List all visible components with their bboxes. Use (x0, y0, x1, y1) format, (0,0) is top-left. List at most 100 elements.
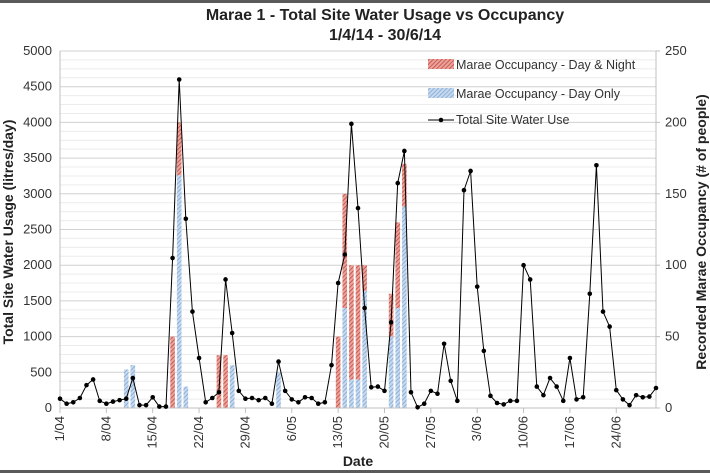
x-tick-label: 22/04 (191, 416, 206, 449)
bar-day-night (335, 336, 341, 408)
water-use-point (488, 393, 493, 399)
water-use-point (309, 395, 314, 401)
water-use-point (110, 399, 116, 404)
legend-line-marker (438, 117, 444, 123)
legend-swatch-day-only (428, 88, 454, 98)
water-use-point (368, 384, 374, 390)
water-use-point (289, 397, 295, 402)
y2-tick-label: 50 (665, 329, 679, 344)
water-use-point (428, 388, 434, 394)
water-use-point (514, 398, 520, 404)
x-tick-label: 6/05 (284, 416, 299, 441)
water-use-point (362, 305, 367, 311)
water-use-point (77, 395, 83, 401)
x-tick-label: 29/04 (237, 416, 252, 449)
y-tick-label: 4000 (23, 114, 52, 129)
water-use-point (435, 391, 440, 397)
bar-day-only (176, 175, 182, 408)
water-use-point (262, 395, 268, 401)
x-tick-label: 27/05 (423, 416, 438, 449)
water-use-point (130, 375, 136, 381)
water-use-point (587, 291, 593, 297)
x-tick-label: 17/06 (562, 416, 577, 449)
water-use-point (455, 398, 460, 404)
water-use-point (541, 392, 546, 398)
water-use-point (143, 402, 149, 408)
water-use-point (481, 348, 487, 354)
bar-day-only (123, 369, 129, 408)
water-use-point (157, 404, 162, 409)
water-use-point (408, 389, 414, 395)
water-use-point (64, 401, 69, 407)
water-use-point (441, 341, 447, 347)
water-use-point (196, 355, 202, 361)
water-use-point (236, 388, 242, 394)
water-use-point (600, 309, 606, 314)
water-use-point (627, 402, 632, 408)
bar-day-only (388, 336, 394, 408)
y2-axis-label: Recorded Marae Occupancy (# of people) (693, 94, 709, 369)
bar-day-night (176, 122, 182, 176)
water-use-point (355, 205, 361, 211)
water-use-point (90, 377, 96, 382)
bar-day-night (395, 222, 401, 309)
water-use-point (315, 401, 321, 407)
y2-tick-label: 0 (665, 400, 672, 415)
x-tick-label: 24/06 (608, 416, 623, 449)
legend-label-water-use: Total Site Water Use (456, 113, 570, 127)
water-use-point (554, 384, 559, 389)
legend-label-day-only: Marae Occupancy - Day Only (456, 87, 621, 101)
water-use-point (375, 384, 381, 389)
water-use-point (249, 395, 255, 401)
x-tick-label: 3/06 (469, 416, 484, 441)
tick-labels-group: 0500100015002000250030003500400045005000… (23, 43, 687, 449)
bar-day-only (342, 308, 348, 408)
bar-day-only (130, 365, 136, 408)
x-tick-label: 20/05 (376, 416, 391, 449)
water-use-point (97, 398, 103, 404)
y2-tick-label: 100 (665, 257, 687, 272)
water-use-point (104, 401, 109, 407)
water-use-point (282, 388, 288, 394)
water-use-point (84, 382, 89, 388)
water-use-point (395, 180, 401, 186)
water-use-point (527, 277, 533, 282)
water-use-point (534, 384, 540, 389)
water-use-point (70, 399, 76, 405)
y2-tick-label: 250 (665, 43, 687, 58)
water-use-point (349, 121, 354, 127)
x-tick-label: 10/06 (516, 416, 531, 449)
water-use-point (117, 397, 122, 403)
water-use-point (322, 399, 328, 405)
water-use-point (421, 401, 427, 407)
water-use-point (203, 399, 208, 405)
x-axis-label: Date (343, 453, 374, 469)
water-use-point (474, 284, 480, 289)
bar-day-only (229, 365, 235, 408)
y-tick-label: 2500 (23, 222, 52, 237)
water-use-point (335, 280, 341, 286)
bar-day-only (349, 379, 354, 408)
legend-swatch-day-night (428, 59, 454, 69)
water-use-point (176, 77, 182, 82)
water-use-point (468, 168, 473, 174)
water-use-point (296, 399, 301, 405)
water-use-point (494, 400, 500, 406)
water-use-point (170, 255, 175, 261)
water-use-point (633, 392, 639, 398)
legend-label-day-night: Marae Occupancy - Day & Night (456, 58, 636, 72)
bar-day-night (355, 265, 361, 380)
water-use-point (302, 394, 308, 400)
water-use-line-group (57, 77, 659, 410)
water-use-point (243, 396, 248, 402)
chart-subtitle: 1/4/14 - 30/6/14 (328, 27, 442, 44)
water-use-point (329, 362, 334, 368)
water-use-point (521, 262, 526, 268)
legend: Marae Occupancy - Day & Night Marae Occu… (428, 58, 636, 127)
water-use-point (501, 402, 506, 407)
water-use-point (137, 402, 142, 408)
x-tick-label: 8/04 (98, 416, 113, 441)
water-use-point (123, 396, 129, 402)
